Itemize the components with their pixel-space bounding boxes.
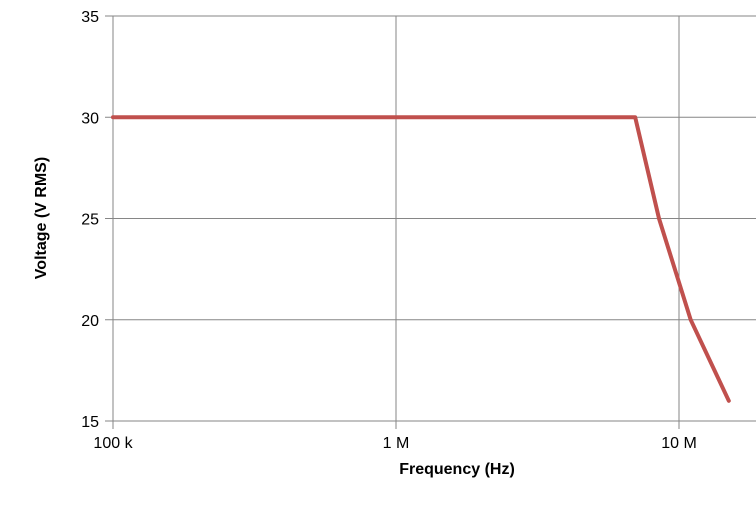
y-axis-title: Voltage (V RMS) [33,157,50,279]
series-line-0 [111,115,731,403]
y-tick-label-20: 20 [81,313,99,330]
y-tick-label-25: 25 [81,212,99,229]
tick-labels: 15 20 25 30 35 100 k 1 M 10 M [81,9,697,452]
axes [105,15,756,429]
x-tick-label-0: 100 k [93,435,133,452]
x-tick-label-1: 1 M [383,435,410,452]
y-tick-label-30: 30 [81,110,99,127]
x-tick-label-2: 10 M [661,435,697,452]
series-layer [111,115,731,403]
y-tick-label-35: 35 [81,9,99,26]
x-axis-title: Frequency (Hz) [399,461,515,478]
y-tick-label-15: 15 [81,414,99,431]
